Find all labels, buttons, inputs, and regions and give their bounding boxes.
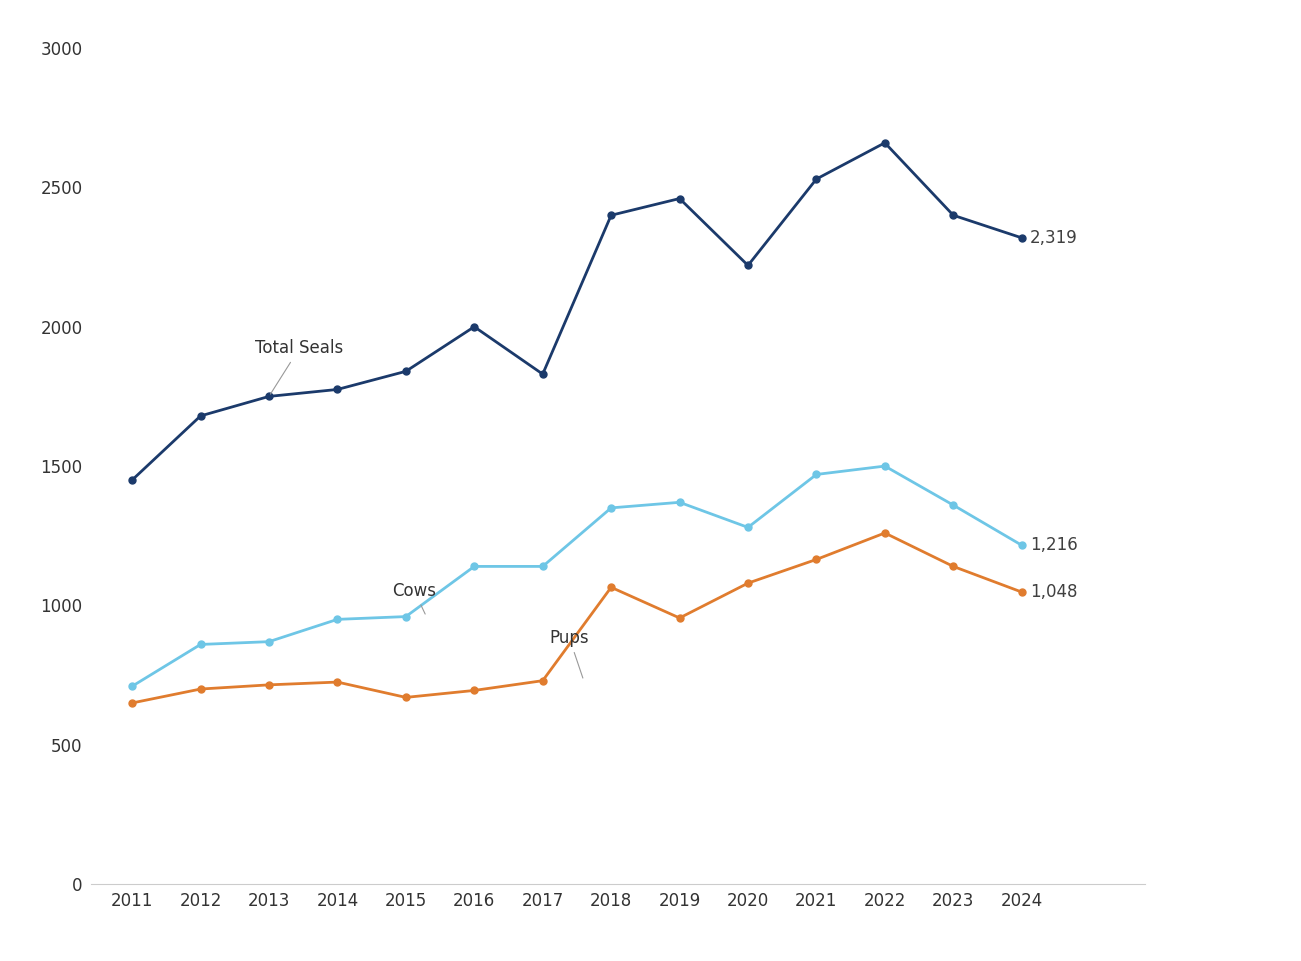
Text: 1,216: 1,216 <box>1030 536 1077 554</box>
Text: Cows: Cows <box>392 581 436 614</box>
Text: Total Seals: Total Seals <box>255 339 343 394</box>
Text: Pups: Pups <box>549 629 589 678</box>
Text: 2,319: 2,319 <box>1030 229 1077 247</box>
Text: 1,048: 1,048 <box>1030 583 1077 601</box>
